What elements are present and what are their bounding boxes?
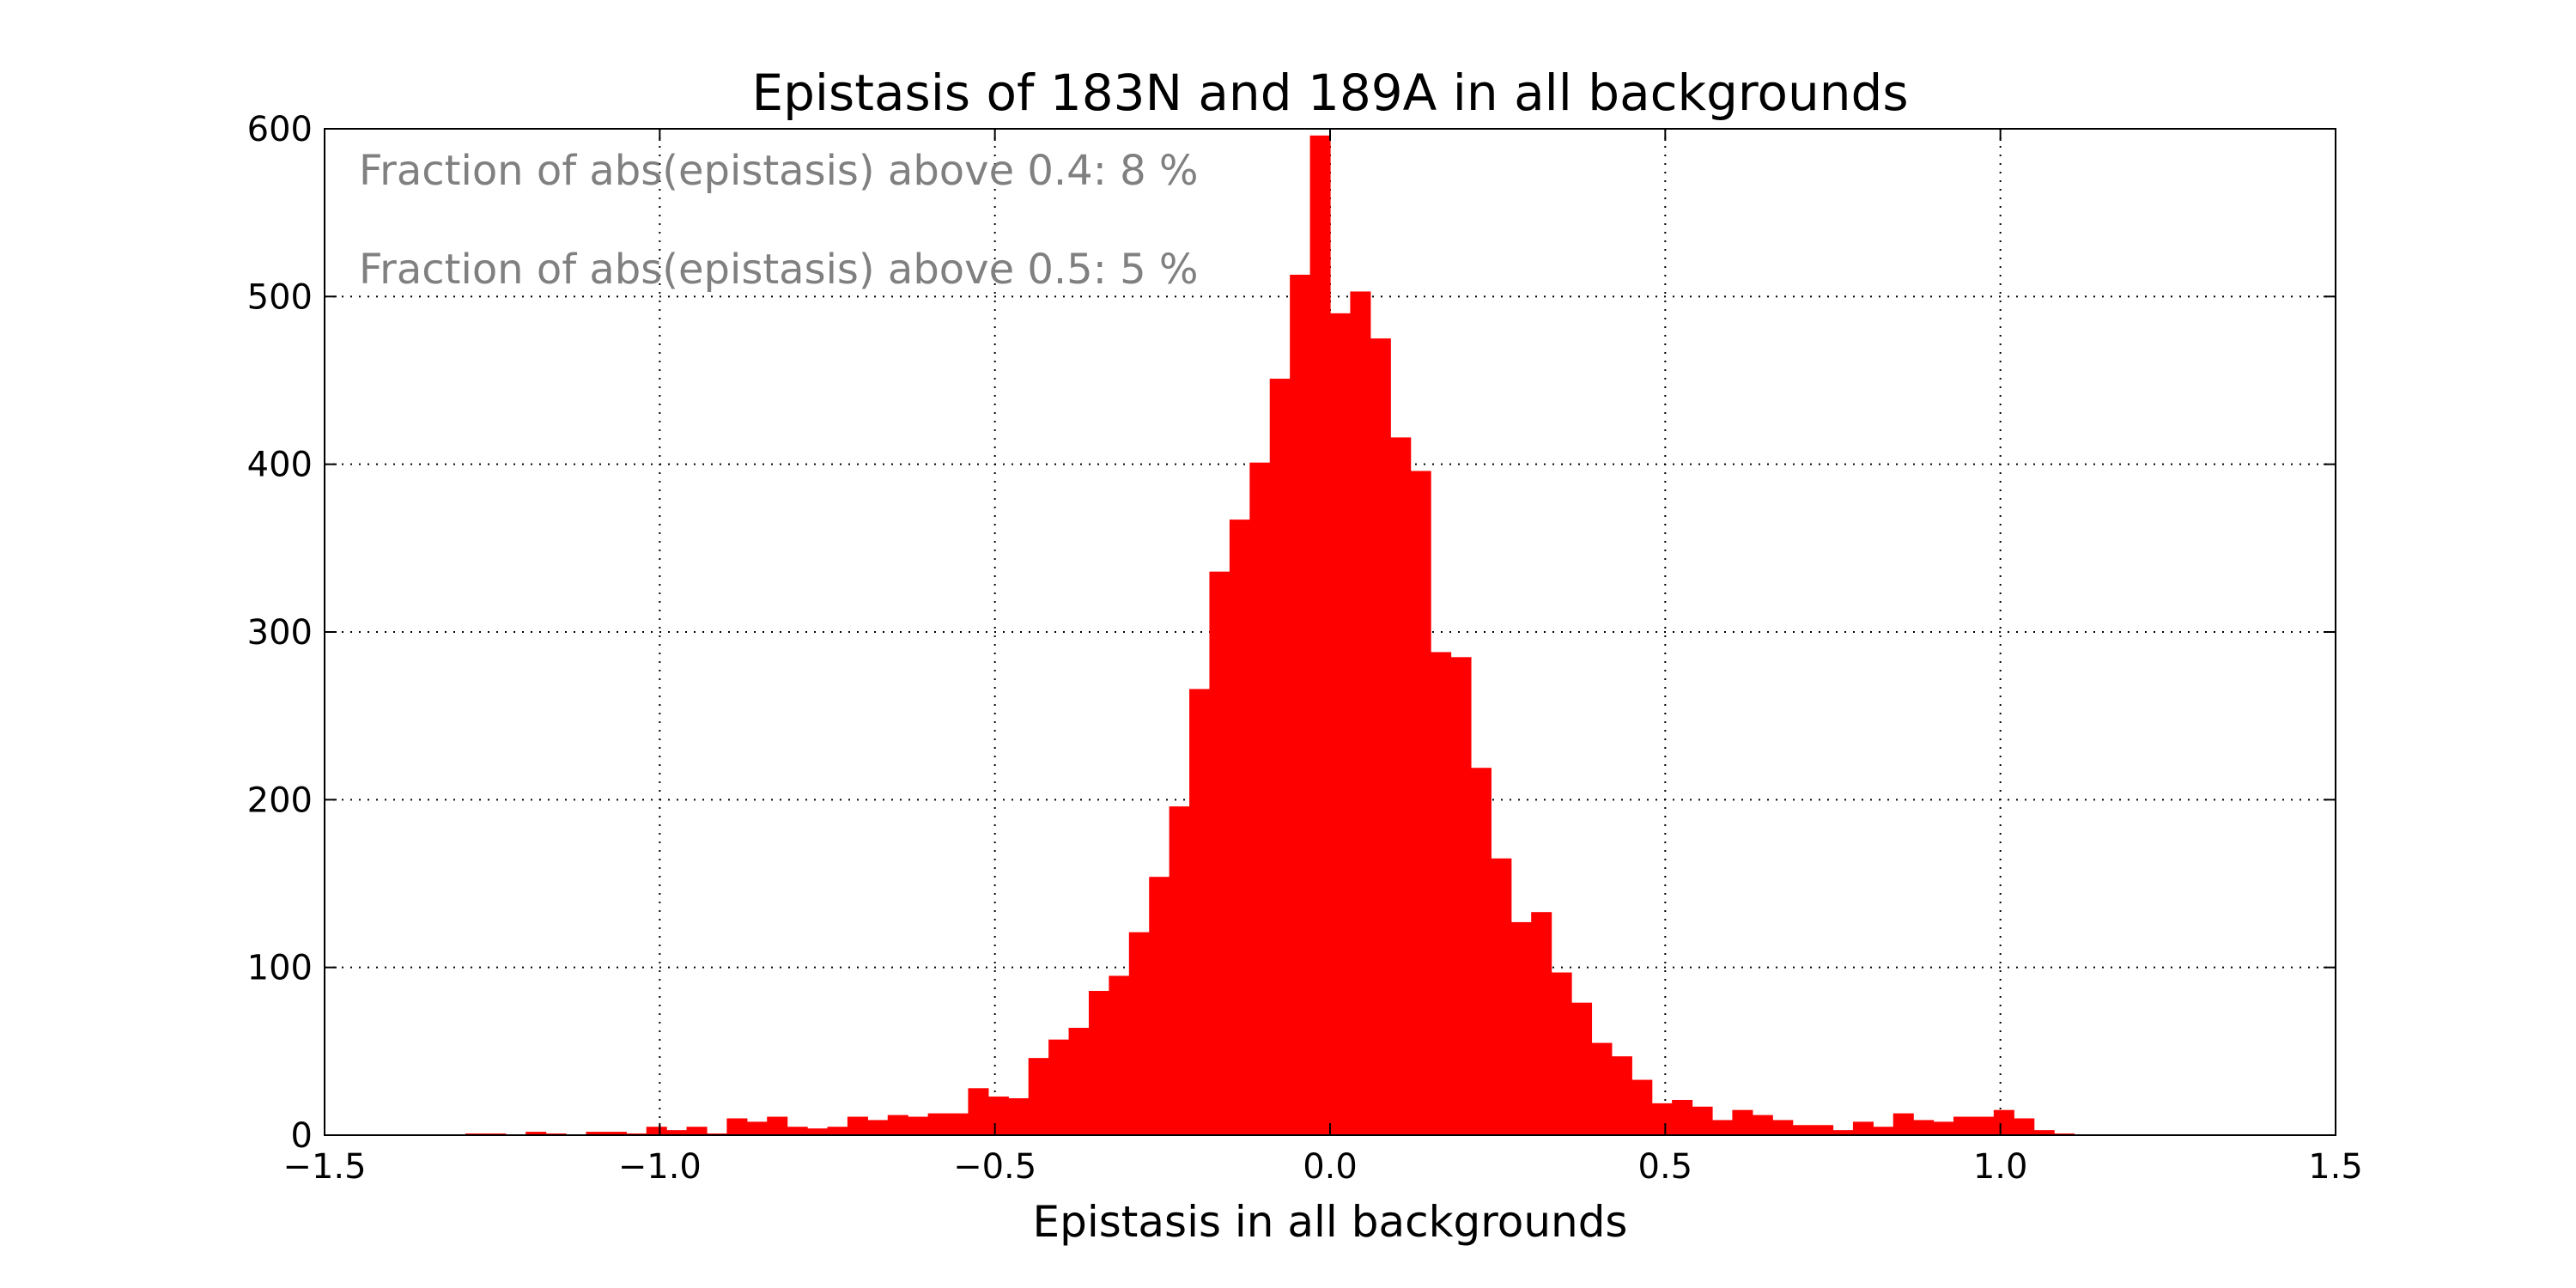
histogram-bar [1832, 1130, 1854, 1135]
axis-ticks [324, 128, 2336, 1136]
histogram-bar [807, 1128, 829, 1135]
histogram-bar [1249, 462, 1271, 1135]
histogram-bar [1913, 1120, 1935, 1135]
histogram-bar [526, 1132, 547, 1135]
histogram-bar [726, 1118, 748, 1135]
histogram-bar [1732, 1109, 1753, 1135]
histogram-bar [1953, 1116, 1975, 1135]
histogram-bar [887, 1115, 908, 1135]
histogram-bar [586, 1132, 607, 1135]
histogram-bar [1772, 1120, 1794, 1135]
y-tick-label: 400 [247, 446, 313, 485]
histogram-bar [1792, 1125, 1814, 1135]
histogram-bar [1692, 1106, 1713, 1135]
histogram-bar [1672, 1099, 1693, 1135]
y-tick-label: 600 [247, 110, 313, 149]
histogram-bar [927, 1113, 949, 1135]
histogram-bar [767, 1116, 788, 1135]
histogram-bar [908, 1116, 929, 1135]
histogram-bar [1852, 1121, 1874, 1135]
histogram-bar [1290, 274, 1311, 1135]
histogram-bar [686, 1127, 708, 1135]
histogram-bar [948, 1113, 969, 1135]
x-tick-label: 0.5 [1638, 1147, 1693, 1187]
histogram-bar [646, 1127, 667, 1135]
histogram-bar [1551, 972, 1572, 1135]
histogram-bar [1491, 858, 1512, 1135]
histogram-bar [1510, 921, 1532, 1135]
histogram-bar [1631, 1079, 1653, 1135]
histogram-bar [827, 1127, 848, 1135]
histogram-bar [666, 1130, 688, 1135]
histogram-bar [1189, 689, 1211, 1135]
y-tick-label: 100 [247, 949, 313, 988]
x-axis-label: Epistasis in all backgrounds [1033, 1197, 1628, 1247]
histogram-bar [1048, 1039, 1070, 1135]
histogram-bar [1993, 1109, 2014, 1135]
histogram-bars [465, 135, 2075, 1136]
histogram-bar [1370, 338, 1391, 1136]
histogram-bar [1450, 657, 1472, 1135]
histogram-bar [968, 1088, 989, 1135]
histogram-bar [1149, 877, 1170, 1135]
x-tick-label: 1.5 [2308, 1147, 2363, 1187]
tick-labels: −1.5 −1.0 −0.5 0.0 0.5 1.0 1.5 0 100 200 300 400 500… [247, 110, 2363, 1187]
histogram-bar [1350, 291, 1371, 1135]
histogram-bar [1028, 1058, 1049, 1135]
histogram-bar [2014, 1118, 2035, 1135]
y-tick-label: 0 [291, 1116, 313, 1156]
histogram-bar [1410, 471, 1431, 1135]
histogram-bar [1229, 519, 1250, 1135]
histogram-bar [1973, 1116, 1995, 1135]
histogram-bar [1088, 991, 1109, 1135]
histogram-bar [1431, 652, 1452, 1135]
histogram-bar [1128, 932, 1150, 1135]
histogram-bar [1109, 975, 1130, 1135]
y-tick-label: 500 [247, 277, 313, 317]
histogram-bar [1269, 379, 1291, 1136]
histogram-bar [1330, 313, 1352, 1135]
x-tick-label: −1.5 [283, 1147, 366, 1187]
x-tick-label: −0.5 [953, 1147, 1036, 1187]
histogram-bar [746, 1121, 768, 1135]
annotation-above-0-5: Fraction of abs(epistasis) above 0.5: 5 … [359, 246, 1199, 294]
histogram-bar [867, 1120, 889, 1135]
x-tick-label: 0.0 [1303, 1147, 1358, 1187]
chart-title: Epistasis of 183N and 189A in all backgr… [751, 64, 1908, 122]
histogram-bar [605, 1132, 627, 1135]
histogram-bar [1711, 1120, 1733, 1135]
histogram-bar [1209, 571, 1230, 1135]
y-tick-label: 300 [247, 613, 313, 653]
histogram-bar [987, 1097, 1009, 1135]
histogram-bar [1390, 437, 1412, 1135]
x-tick-label: −1.0 [618, 1147, 702, 1187]
histogram-bar [1651, 1103, 1673, 1135]
histogram-bar [1752, 1115, 1773, 1135]
histogram-bar [1470, 768, 1492, 1135]
x-tick-label: 1.0 [1973, 1147, 2028, 1187]
histogram-bar [1873, 1127, 1894, 1135]
histogram-bar [1068, 1027, 1090, 1135]
histogram-bar [1169, 806, 1190, 1135]
histogram-bar [1933, 1121, 1954, 1135]
histogram-bar [1531, 912, 1552, 1135]
histogram-bar [1309, 135, 1331, 1135]
histogram-bar [1571, 1002, 1593, 1135]
histogram-bar [1591, 1042, 1613, 1135]
histogram-bar [847, 1116, 868, 1135]
histogram-bar [1813, 1125, 1834, 1135]
histogram-bar [1893, 1113, 1914, 1135]
histogram-bar [2033, 1130, 2055, 1135]
y-tick-label: 200 [247, 781, 313, 820]
histogram-bar [1008, 1098, 1030, 1135]
annotation-above-0-4: Fraction of abs(epistasis) above 0.4: 8 … [359, 147, 1199, 195]
histogram-bar [787, 1127, 808, 1135]
histogram-bar [1611, 1056, 1632, 1135]
